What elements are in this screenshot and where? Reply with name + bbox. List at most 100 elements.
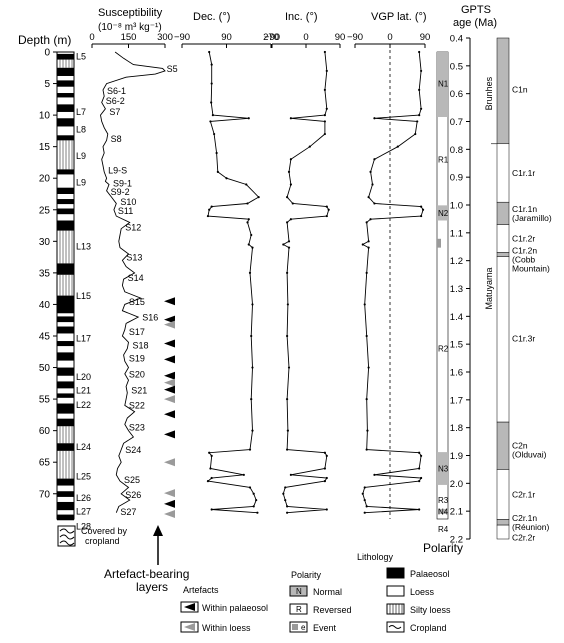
palaeosol-unit xyxy=(57,478,74,486)
legend-within-palaeosol: Within palaeosol xyxy=(202,603,268,613)
dec-point xyxy=(210,63,213,66)
depth-tick-label: 25 xyxy=(39,205,51,216)
loess-label: L13 xyxy=(76,241,91,251)
palaeosol-unit xyxy=(57,53,74,60)
gpts-tick-label: 0.4 xyxy=(450,34,463,45)
depth-tick-label: 30 xyxy=(39,237,51,248)
vgp-point xyxy=(365,271,368,274)
susceptibility-label: S21 xyxy=(131,385,147,395)
dec-tick-label: −90 xyxy=(174,32,190,43)
susceptibility-label: S7 xyxy=(109,107,120,117)
dec-point xyxy=(242,473,245,476)
inc-tick-label: −90 xyxy=(264,32,280,43)
palaeosol-unit xyxy=(57,418,74,427)
susceptibility-title: Susceptibility xyxy=(98,7,163,19)
polarity-zone-label: N3 xyxy=(438,465,449,474)
inc-point xyxy=(282,243,285,246)
inc-point xyxy=(289,218,292,221)
inc-point xyxy=(308,145,311,148)
gpts-chron-label: C2n xyxy=(512,440,528,450)
susceptibility-label: S6-1 xyxy=(107,86,126,96)
gpts-tick-label: 1.7 xyxy=(450,395,463,406)
inc-point xyxy=(287,246,291,249)
artefact-label-1: Artefact-bearing xyxy=(104,567,189,581)
gpts-chron-label: (Jaramillo) xyxy=(512,213,552,223)
inc-point xyxy=(325,454,328,457)
covered-label-2: cropland xyxy=(85,536,120,546)
vgp-point xyxy=(373,202,376,205)
palaeosol-unit xyxy=(57,104,74,112)
dec-point xyxy=(251,429,254,432)
artefact-loess-arrow xyxy=(164,489,175,498)
gpts-chron-label: C2r.1r xyxy=(512,489,535,499)
dec-point xyxy=(206,480,210,483)
gpts-chron-label: C2r.1n xyxy=(512,513,537,523)
vgp-point xyxy=(373,158,376,161)
susceptibility-label: S13 xyxy=(126,253,142,263)
gpts-chron-label: C1r.1n xyxy=(512,204,537,214)
vgp-point xyxy=(420,205,423,208)
palaeosol-unit xyxy=(57,118,74,127)
vgp-point xyxy=(365,221,368,224)
dec-point xyxy=(210,454,213,457)
vgp-point xyxy=(418,467,421,470)
inc-point xyxy=(325,508,328,511)
vgp-tick-label: −90 xyxy=(347,32,363,43)
lithology-column xyxy=(57,52,74,519)
polarity-axis-title: Polarity xyxy=(423,541,463,555)
gpts-tick-label: 2.0 xyxy=(450,479,463,490)
susceptibility-label: S9-2 xyxy=(111,187,130,197)
loess-label: L24 xyxy=(76,442,91,452)
vgp-point xyxy=(367,196,370,199)
palaeosol-unit xyxy=(57,352,74,361)
palaeosol-unit xyxy=(57,80,74,87)
gpts-tick-label: 1.4 xyxy=(450,312,463,323)
susceptibility-label: S12 xyxy=(125,222,141,232)
loess-label: L21 xyxy=(76,385,91,395)
gpts-tick-label: 1.9 xyxy=(450,451,463,462)
gpts-chron-label: Mountain) xyxy=(512,263,550,273)
polarity-zone-normal xyxy=(437,452,448,485)
gpts-tick-label: 0.5 xyxy=(450,61,463,72)
inc-point xyxy=(325,476,328,480)
palaeosol-unit xyxy=(57,220,74,231)
palaeosol-unit xyxy=(57,169,74,175)
legend-lithology-title: Lithology xyxy=(357,552,394,562)
gpts-tick-label: 1.1 xyxy=(450,228,463,239)
vgp-point xyxy=(365,505,368,508)
susceptibility-label: L9-S xyxy=(108,166,127,176)
susceptibility-label: S17 xyxy=(129,327,145,337)
inc-point xyxy=(286,448,289,451)
legend-palaeosol-arrow xyxy=(184,603,195,611)
legend-reversed-symbol: R xyxy=(296,605,302,614)
susceptibility-label: S16 xyxy=(142,313,158,323)
dec-point xyxy=(209,120,212,123)
gpts-chron-label: C1r.2r xyxy=(512,233,535,243)
inc-point xyxy=(289,473,292,476)
inc-point xyxy=(287,366,291,369)
vgp-tick-label: 90 xyxy=(420,32,431,43)
susceptibility-line xyxy=(100,51,166,513)
vgp-point xyxy=(414,132,417,136)
inc-point xyxy=(286,334,289,338)
depth-tick-label: 15 xyxy=(39,142,51,153)
vgp-point xyxy=(373,473,376,476)
dec-tick-label: 90 xyxy=(221,32,232,43)
gpts-chron-label: (Réunion) xyxy=(512,522,549,532)
inc-tick-label: 0 xyxy=(303,32,308,43)
gpts-title: GPTS xyxy=(461,4,491,16)
legend-reversed: Reversed xyxy=(313,605,352,615)
palaeosol-unit xyxy=(57,491,74,497)
susceptibility-label: S19 xyxy=(129,354,145,364)
inc-point xyxy=(325,69,328,73)
susceptibility-label: S14 xyxy=(128,273,144,283)
depth-tick-label: 5 xyxy=(44,79,50,90)
polarity-zone-normal xyxy=(437,508,448,514)
susceptibility-label: S10 xyxy=(120,197,136,207)
inc-point xyxy=(286,397,289,401)
dec-point xyxy=(247,218,250,221)
polarity-zone-label: R1 xyxy=(438,155,449,164)
susceptibility-label: S26 xyxy=(125,490,141,500)
susceptibility-tick-label: 150 xyxy=(121,32,137,43)
